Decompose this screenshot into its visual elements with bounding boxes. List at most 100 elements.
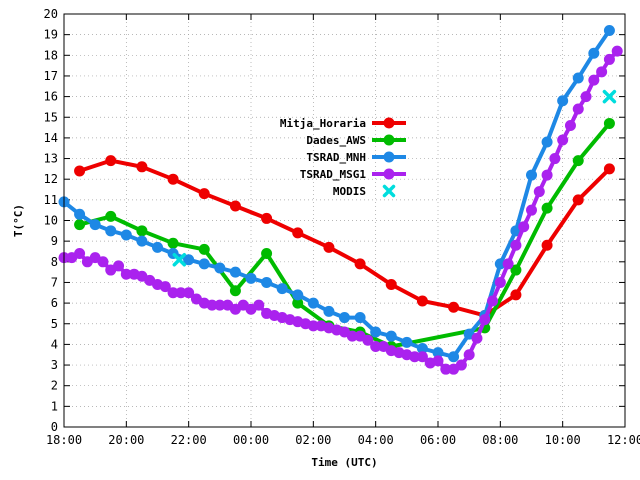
y-tick-label: 0 xyxy=(51,420,58,434)
legend: Mitja_Horaria Dades_AWS TSRAD_MNH TSRAD_MSG… xyxy=(280,117,406,198)
data-point xyxy=(557,134,569,146)
y-tick-label: 2 xyxy=(51,379,58,393)
data-point xyxy=(354,258,366,270)
legend-item-dades-aws: Dades_AWS xyxy=(306,134,406,147)
series-line xyxy=(78,158,611,318)
data-point xyxy=(611,45,623,57)
x-tick-label: 00:00 xyxy=(233,433,269,447)
legend-marker xyxy=(383,151,395,163)
data-point xyxy=(588,47,600,59)
x-tick-label: 06:00 xyxy=(420,433,456,447)
data-point xyxy=(572,72,584,84)
data-point xyxy=(214,262,226,274)
data-point xyxy=(370,340,382,352)
y-tick-label: 11 xyxy=(44,193,58,207)
series-line xyxy=(79,122,611,349)
data-point xyxy=(253,299,265,311)
data-point xyxy=(603,163,615,175)
x-tick-labels: 18:00 20:00 22:00 00:00 02:00 04:00 06:00 08:00… xyxy=(46,433,640,447)
y-tick-label: 5 xyxy=(51,317,58,331)
data-point xyxy=(245,272,257,284)
data-point xyxy=(198,243,210,255)
data-point xyxy=(602,89,617,104)
data-point xyxy=(136,161,148,173)
data-point xyxy=(526,204,537,216)
data-point xyxy=(105,225,117,237)
data-point xyxy=(214,299,226,311)
data-point xyxy=(120,229,132,241)
x-marker-stroke xyxy=(172,252,187,267)
y-tick-label: 12 xyxy=(44,172,58,186)
legend-marker xyxy=(383,117,395,129)
data-point xyxy=(152,241,163,253)
y-axis-title: T(°C) xyxy=(12,204,25,237)
data-point xyxy=(105,155,117,167)
y-tick-label: 16 xyxy=(44,90,58,104)
y-tick-label: 7 xyxy=(51,275,58,289)
x-tick-label: 18:00 xyxy=(46,433,82,447)
legend-item-mitja-horaria: Mitja_Horaria xyxy=(280,117,406,130)
series-layer xyxy=(58,25,623,375)
y-tick-label: 18 xyxy=(44,48,58,62)
data-point xyxy=(89,219,101,231)
legend-label: TSRAD_MNH xyxy=(306,151,366,164)
series-tsrad-msg1 xyxy=(58,45,623,375)
data-point xyxy=(136,225,148,237)
x-tick-label: 04:00 xyxy=(358,433,394,447)
x-tick-label: 20:00 xyxy=(108,433,144,447)
y-tick-label: 14 xyxy=(44,131,58,145)
data-point xyxy=(74,219,86,231)
legend-marker xyxy=(383,168,395,180)
data-point xyxy=(432,355,444,367)
data-point xyxy=(603,25,615,37)
data-point xyxy=(206,299,218,311)
data-point xyxy=(549,153,561,165)
data-point xyxy=(409,351,421,363)
data-point xyxy=(541,136,553,148)
data-point xyxy=(510,264,522,276)
data-point xyxy=(588,74,600,86)
legend-item-modis: MODIS xyxy=(333,184,396,198)
data-point xyxy=(97,256,109,268)
legend-label: Dades_AWS xyxy=(306,134,366,147)
legend-marker xyxy=(382,184,396,198)
data-point xyxy=(323,305,335,317)
data-point xyxy=(175,287,187,299)
x-tick-label: 08:00 xyxy=(482,433,518,447)
data-point xyxy=(603,117,615,129)
data-point xyxy=(261,212,273,224)
data-point xyxy=(120,268,132,280)
legend-label: TSRAD_MSG1 xyxy=(300,168,367,181)
data-point xyxy=(463,349,475,361)
y-tick-label: 6 xyxy=(51,296,58,310)
y-tick-label: 15 xyxy=(44,110,58,124)
data-point xyxy=(557,95,569,107)
data-point xyxy=(448,301,460,313)
data-point xyxy=(401,336,413,348)
data-point xyxy=(494,276,506,288)
data-point xyxy=(533,186,545,198)
data-point xyxy=(416,343,428,355)
data-point xyxy=(502,258,514,270)
data-point xyxy=(105,210,117,222)
data-point xyxy=(385,279,397,291)
data-point xyxy=(440,363,452,375)
legend-label: MODIS xyxy=(333,185,366,198)
data-point xyxy=(183,287,195,299)
data-point xyxy=(323,241,335,253)
series-dades-aws xyxy=(74,117,615,352)
legend-item-tsrad-mnh: TSRAD_MNH xyxy=(306,151,406,164)
data-point xyxy=(603,53,615,65)
legend-item-tsrad-msg1: TSRAD_MSG1 xyxy=(300,168,406,181)
data-point xyxy=(172,252,187,267)
y-tick-label: 13 xyxy=(44,152,58,166)
y-tick-label: 9 xyxy=(51,234,58,248)
legend-marker xyxy=(383,134,395,146)
data-point xyxy=(113,260,125,272)
data-point xyxy=(572,155,584,167)
data-point xyxy=(136,235,148,247)
data-point xyxy=(455,359,467,371)
